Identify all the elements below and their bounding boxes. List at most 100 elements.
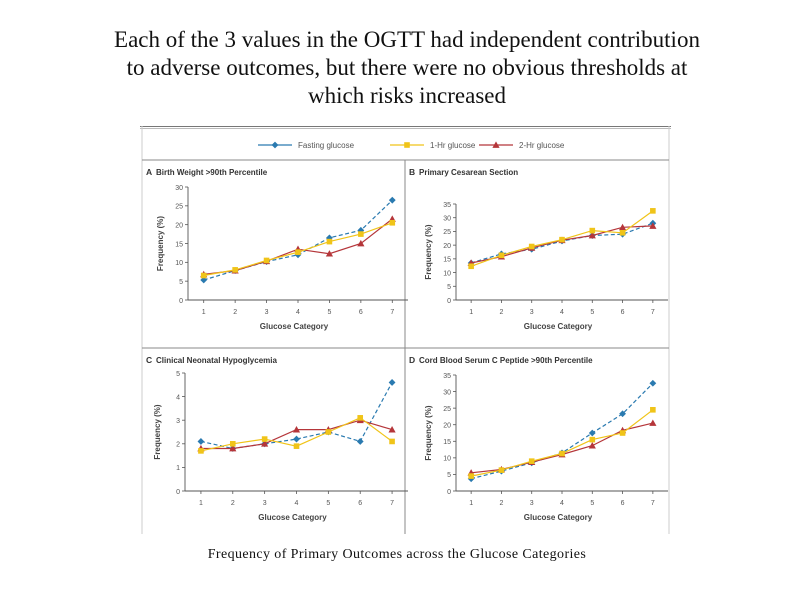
legend-marker-2 bbox=[404, 142, 410, 148]
legend: Fasting glucose 1-Hr glucose 2-Hr glucose bbox=[258, 141, 565, 150]
slide-title-line-1: Each of the 3 values in the OGTT had ind… bbox=[114, 27, 700, 52]
panel-b-ylabel: Frequency (%) bbox=[424, 224, 433, 279]
panel-d-ylabel: Frequency (%) bbox=[424, 405, 433, 460]
panel-a-series-2-hr-glucose bbox=[200, 215, 396, 278]
panel-d-series-1-hr-glucose-point-4 bbox=[559, 450, 565, 457]
panel-d-series-fasting-glucose-point-6 bbox=[619, 410, 626, 418]
panel-c-xtick-label-3: 3 bbox=[263, 500, 267, 507]
panel-c-series-fasting-glucose-point-7 bbox=[388, 379, 396, 386]
panel-b-series-1-hr-glucose bbox=[468, 208, 656, 270]
panel-d-ytick-label-35: 35 bbox=[443, 373, 451, 380]
panel-a-ytick-label-20: 20 bbox=[175, 222, 183, 229]
panel-d-ytick-label-5: 5 bbox=[447, 472, 451, 479]
panel-a-series-fasting-glucose-point-7 bbox=[388, 196, 396, 204]
panel-a-xtick-label-7: 7 bbox=[390, 309, 394, 316]
panel-c-xtick-label-7: 7 bbox=[390, 500, 394, 507]
panel-b-ytick-label-25: 25 bbox=[443, 229, 451, 236]
slide-title-line-3: which risks increased bbox=[308, 83, 506, 108]
panel-a-xtick-label-1: 1 bbox=[202, 309, 206, 316]
panel-a-series-2-hr-glucose-point-5 bbox=[325, 250, 334, 257]
panel-d-xtick-label-6: 6 bbox=[621, 500, 625, 507]
slide-title: Each of the 3 values in the OGTT had ind… bbox=[60, 26, 754, 110]
legend-label-1: Fasting glucose bbox=[298, 141, 355, 150]
panel-c-series-1-hr-glucose-point-2 bbox=[229, 441, 236, 447]
panel-b-series-1-hr-glucose-point-7 bbox=[650, 208, 656, 214]
panel-b-xtick-label-1: 1 bbox=[469, 309, 473, 316]
panel-c-ytick-label-3: 3 bbox=[176, 418, 180, 425]
legend-label-3: 2-Hr glucose bbox=[519, 141, 565, 150]
panel-c-xtick-label-6: 6 bbox=[358, 500, 362, 507]
panel-c-ytick-label-1: 1 bbox=[176, 465, 180, 472]
panel-a-ytick-label-0: 0 bbox=[179, 298, 183, 305]
panel-d-series-1-hr-glucose-line bbox=[470, 409, 654, 477]
panel-d-series-fasting-glucose bbox=[467, 379, 657, 483]
panel-d-series-2-hr-glucose bbox=[467, 419, 657, 476]
panel-d-series-2-hr-glucose-point-5 bbox=[588, 441, 596, 449]
panel-d-ytick-label-10: 10 bbox=[443, 456, 451, 463]
panel-a-xtick-label-5: 5 bbox=[327, 309, 331, 316]
panel-a-series-1-hr-glucose-point-2 bbox=[232, 267, 238, 273]
panel-d-xlabel: Glucose Category bbox=[524, 513, 593, 522]
panel-d-series-2-hr-glucose-point-7 bbox=[649, 419, 657, 426]
panel-c-series-1-hr-glucose-point-6 bbox=[357, 415, 364, 421]
panel-c-ytick-label-5: 5 bbox=[176, 371, 180, 378]
panel-b-xtick-label-4: 4 bbox=[560, 309, 564, 316]
panel-b-series-2-hr-glucose-point-6 bbox=[618, 223, 627, 231]
panel-d-ytick-label-15: 15 bbox=[443, 439, 451, 446]
panel-d-ytick-label-20: 20 bbox=[443, 423, 451, 430]
panel-a-xtick-label-4: 4 bbox=[296, 309, 300, 316]
panel-c-series-1-hr-glucose-point-1 bbox=[198, 448, 204, 454]
panel-c-series-fasting-glucose-point-4 bbox=[293, 435, 300, 443]
panel-d-series-1-hr-glucose-point-7 bbox=[650, 407, 656, 413]
panel-c-xtick-label-5: 5 bbox=[326, 500, 330, 507]
panel-c-ytick-label-2: 2 bbox=[176, 442, 180, 449]
figure-caption: Frequency of Primary Outcomes across the… bbox=[207, 547, 587, 562]
legend-marker-1 bbox=[271, 141, 279, 149]
panel-a-series-1-hr-glucose bbox=[200, 219, 396, 279]
panel-c-series-2-hr-glucose-point-3 bbox=[261, 440, 269, 447]
panel-a-ytick-label-30: 30 bbox=[175, 185, 183, 192]
panel-b-xlabel: Glucose Category bbox=[524, 322, 593, 331]
panel-b-ytick-label-10: 10 bbox=[443, 270, 451, 277]
panel-b-xtick-label-7: 7 bbox=[651, 309, 655, 316]
panel-b-series-1-hr-glucose-point-5 bbox=[589, 227, 596, 234]
panel-d-letter: D bbox=[409, 355, 415, 365]
panel-b-xtick-label-6: 6 bbox=[621, 309, 625, 316]
panel-a-ytick-label-5: 5 bbox=[179, 279, 183, 286]
panel-c-xlabel: Glucose Category bbox=[258, 513, 327, 522]
panel-d-series-1-hr-glucose-point-5 bbox=[589, 436, 596, 443]
panel-c-series-1-hr-glucose-point-5 bbox=[325, 429, 332, 435]
panel-c-series-fasting-glucose-point-6 bbox=[356, 438, 364, 445]
panel-c-series-fasting-glucose-point-1 bbox=[197, 438, 205, 445]
panel-a: A Birth Weight >90th Percentile0510152025… bbox=[146, 167, 408, 331]
panel-a-series-1-hr-glucose-point-6 bbox=[358, 231, 364, 237]
panel-d-xtick-label-7: 7 bbox=[651, 500, 655, 507]
panel-d: D Cord Blood Serum C Peptide >90th Percen… bbox=[409, 355, 668, 522]
panel-b-ytick-label-35: 35 bbox=[443, 202, 451, 209]
panel-a-series-fasting-glucose-line bbox=[203, 199, 393, 281]
panel-b-series-1-hr-glucose-point-6 bbox=[619, 230, 626, 236]
panel-b-ytick-label-5: 5 bbox=[447, 284, 451, 291]
panel-d-series-1-hr-glucose-point-3 bbox=[528, 458, 535, 464]
panel-c-xtick-label-1: 1 bbox=[199, 500, 203, 507]
panel-c-series-1-hr-glucose bbox=[198, 415, 395, 454]
panel-b-series-2-hr-glucose-line bbox=[470, 225, 653, 264]
legend-label-2: 1-Hr glucose bbox=[430, 141, 476, 150]
panel-c-ytick-label-4: 4 bbox=[176, 394, 180, 401]
panel-b: B Primary Cesarean Section051015202530351… bbox=[409, 167, 668, 331]
panel-a-ytick-label-10: 10 bbox=[175, 260, 183, 267]
panel-d-ytick-label-25: 25 bbox=[443, 406, 451, 413]
panel-b-letter: B bbox=[409, 167, 415, 177]
panel-b-ytick-label-30: 30 bbox=[443, 216, 451, 223]
panel-a-ytick-label-25: 25 bbox=[175, 204, 183, 211]
panel-b-series-1-hr-glucose-point-2 bbox=[498, 252, 505, 259]
panel-a-series-2-hr-glucose-point-6 bbox=[357, 239, 365, 247]
panel-a-xtick-label-3: 3 bbox=[265, 309, 269, 316]
panel-c-xtick-label-4: 4 bbox=[295, 500, 299, 507]
panel-d-series-1-hr-glucose-point-2 bbox=[498, 467, 505, 473]
panel-a-series-1-hr-glucose-point-1 bbox=[200, 272, 207, 279]
panel-c-series-1-hr-glucose-point-3 bbox=[261, 436, 268, 442]
panel-d-xtick-label-2: 2 bbox=[499, 500, 503, 507]
panel-b-ytick-label-15: 15 bbox=[443, 257, 451, 264]
panel-d-series-fasting-glucose-point-5 bbox=[588, 429, 596, 437]
